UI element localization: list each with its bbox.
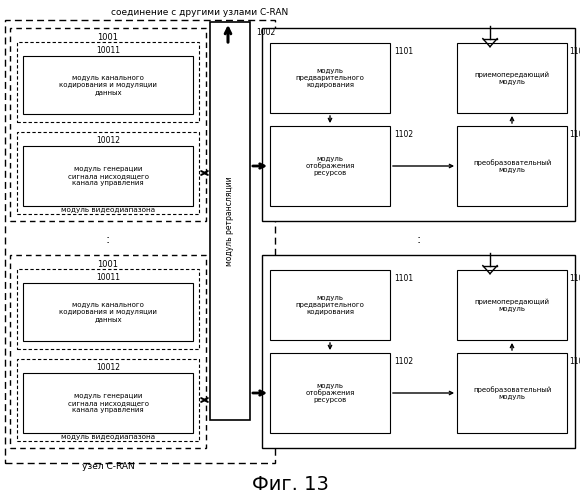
Bar xyxy=(17,269,199,349)
Bar xyxy=(210,22,250,420)
Bar xyxy=(457,353,567,433)
Text: модуль
отображения
ресурсов: модуль отображения ресурсов xyxy=(305,156,355,176)
Bar xyxy=(10,255,206,448)
Bar xyxy=(270,126,390,206)
Bar xyxy=(23,56,193,114)
Text: модуль канального
кодирования и модуляции
данных: модуль канального кодирования и модуляци… xyxy=(59,302,157,322)
Text: 1101: 1101 xyxy=(394,274,413,283)
Text: преобразовательный
модуль: преобразовательный модуль xyxy=(473,386,551,400)
Bar xyxy=(270,270,390,340)
Bar xyxy=(262,28,575,221)
Bar xyxy=(23,146,193,206)
Text: :: : xyxy=(416,233,420,246)
Text: 10012: 10012 xyxy=(96,136,120,145)
Text: 10011: 10011 xyxy=(96,273,120,282)
Text: модуль ретрансляции: модуль ретрансляции xyxy=(226,176,234,266)
Text: модуль
отображения
ресурсов: модуль отображения ресурсов xyxy=(305,382,355,404)
Bar xyxy=(23,373,193,433)
Bar xyxy=(457,126,567,206)
Text: модуль канального
кодирования и модуляции
данных: модуль канального кодирования и модуляци… xyxy=(59,75,157,95)
Bar xyxy=(5,20,275,463)
Text: 1102: 1102 xyxy=(394,130,413,139)
Text: модуль видеодиапазона: модуль видеодиапазона xyxy=(61,207,155,213)
Text: 1102: 1102 xyxy=(394,357,413,366)
Text: Фиг. 13: Фиг. 13 xyxy=(252,475,328,494)
Bar xyxy=(17,359,199,441)
Bar xyxy=(10,28,206,221)
Text: 1002: 1002 xyxy=(256,28,276,37)
Text: узел C-RAN: узел C-RAN xyxy=(82,462,135,471)
Text: :: : xyxy=(106,233,110,246)
Text: 1104: 1104 xyxy=(569,47,580,56)
Bar xyxy=(17,42,199,122)
Text: модуль генерации
сигнала нисходящего
канала управления: модуль генерации сигнала нисходящего кан… xyxy=(67,393,148,413)
Bar xyxy=(262,255,575,448)
Text: 10011: 10011 xyxy=(96,46,120,55)
Text: соединение с другими узлами C-RAN: соединение с другими узлами C-RAN xyxy=(111,8,289,17)
Bar xyxy=(23,283,193,341)
Bar xyxy=(457,43,567,113)
Text: 10012: 10012 xyxy=(96,363,120,372)
Text: 1104: 1104 xyxy=(569,274,580,283)
Text: приемопередающий
модуль: приемопередающий модуль xyxy=(474,71,549,85)
Text: модуль генерации
сигнала нисходящего
канала управления: модуль генерации сигнала нисходящего кан… xyxy=(67,166,148,186)
Text: 1001: 1001 xyxy=(97,33,118,42)
Text: 1103: 1103 xyxy=(569,130,580,139)
Bar xyxy=(270,43,390,113)
Text: модуль видеодиапазона: модуль видеодиапазона xyxy=(61,434,155,440)
Text: приемопередающий
модуль: приемопередающий модуль xyxy=(474,298,549,312)
Text: модуль
предварительного
кодирования: модуль предварительного кодирования xyxy=(296,68,364,88)
Text: преобразовательный
модуль: преобразовательный модуль xyxy=(473,159,551,173)
Text: модуль
предварительного
кодирования: модуль предварительного кодирования xyxy=(296,295,364,315)
Bar xyxy=(270,353,390,433)
Bar xyxy=(17,132,199,214)
Bar xyxy=(457,270,567,340)
Text: 1103: 1103 xyxy=(569,357,580,366)
Text: 1101: 1101 xyxy=(394,47,413,56)
Text: 1001: 1001 xyxy=(97,260,118,269)
